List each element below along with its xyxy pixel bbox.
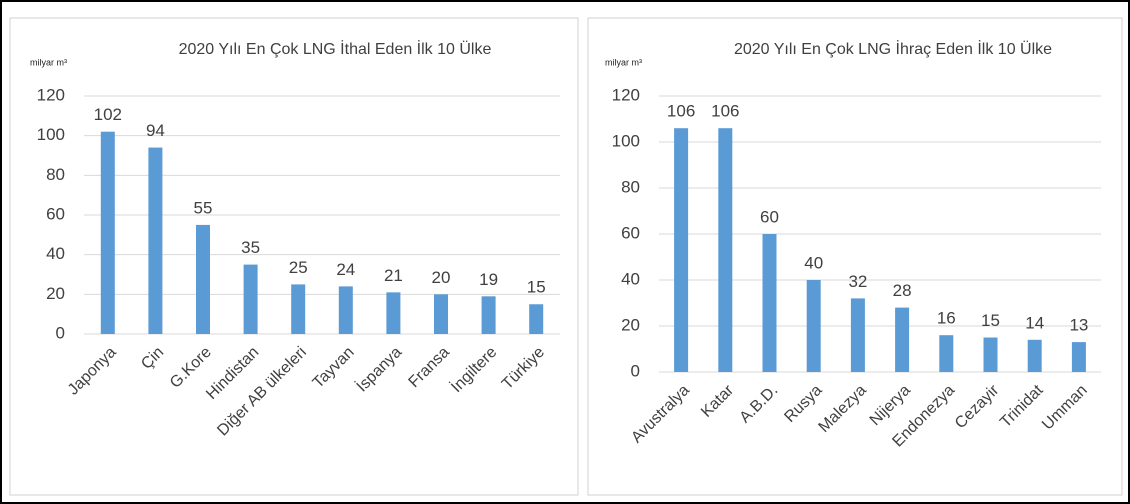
data-label: 16 [937,309,956,328]
bar [434,294,448,334]
bar [939,335,954,372]
bar [100,131,115,334]
bar [481,296,496,334]
y-tick-label: 80 [46,165,65,184]
bar [148,147,163,334]
bar [762,234,777,372]
y-tick-label: 40 [621,269,640,288]
data-label: 14 [1025,313,1044,332]
data-label: 106 [667,102,695,121]
data-label: 106 [711,102,739,121]
data-label: 13 [1069,316,1088,335]
bar [386,292,401,334]
bar [291,284,306,334]
y-tick-label: 20 [46,284,65,303]
data-label: 28 [893,281,912,300]
y-tick-label: 60 [46,204,65,223]
data-label: 94 [146,121,165,140]
bar [196,224,210,334]
bar [806,280,821,372]
y-axis-label: milyar m³ [30,57,67,67]
y-axis-label: milyar m³ [605,57,642,67]
data-label: 32 [848,272,867,291]
panel [9,17,579,496]
y-tick-label: 120 [612,85,640,104]
bar [529,304,544,334]
data-label: 55 [194,198,213,217]
data-label: 20 [432,268,451,287]
bar [718,128,733,372]
data-label: 60 [760,207,779,226]
y-tick-label: 100 [612,131,640,150]
y-tick-label: 120 [37,85,65,104]
data-label: 102 [94,105,122,124]
bar [983,337,998,372]
y-tick-label: 0 [56,323,65,342]
data-label: 15 [527,278,546,297]
bar [338,286,353,334]
chart-title: 2020 Yılı En Çok LNG İthal Eden İlk 10 Ü… [179,39,492,58]
data-label: 21 [384,266,403,285]
data-label: 15 [981,311,1000,330]
data-label: 25 [289,258,308,277]
bar [243,264,258,334]
y-tick-label: 0 [631,361,640,380]
data-label: 40 [804,253,823,272]
bar [1027,339,1042,372]
data-label: 24 [336,260,355,279]
bar [850,298,865,372]
y-tick-label: 80 [621,177,640,196]
data-label: 19 [479,270,498,289]
y-tick-label: 40 [46,244,65,263]
data-label: 35 [241,238,260,257]
y-tick-label: 100 [37,125,65,144]
chart-title: 2020 Yılı En Çok LNG İhraç Eden İlk 10 Ü… [734,39,1052,58]
bar [674,128,689,372]
bar [1071,342,1086,372]
bar [895,307,910,372]
y-tick-label: 60 [621,223,640,242]
y-tick-label: 20 [621,315,640,334]
